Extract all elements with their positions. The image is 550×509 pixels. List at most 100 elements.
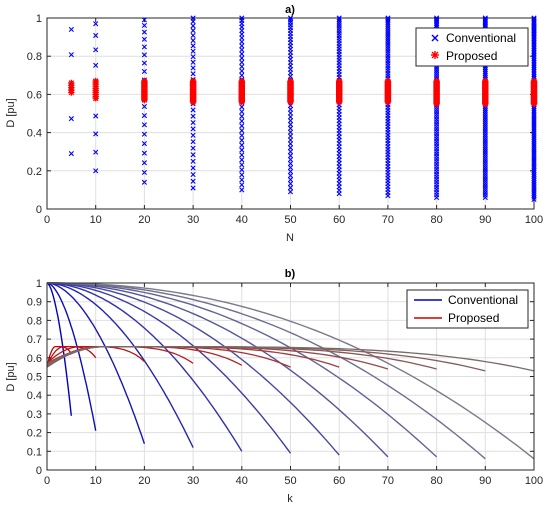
chart-a-point-conventional [287, 181, 294, 187]
chart-b-x-tick-label: 60 [333, 475, 345, 487]
chart-a-point-conventional [531, 173, 537, 180]
chart-b-y-label: D [pu] [5, 362, 17, 391]
chart-a-x-tick-label: 20 [138, 214, 150, 226]
chart-a-x-tick-label: 40 [236, 214, 248, 226]
chart-b-y-ticks: 0 0.1 0.2 0.3 0.4 0.5 0.6 0.7 0.8 0.9 1 [27, 278, 534, 477]
chart-a-point-conventional [531, 184, 537, 190]
chart-a-point-conventional [336, 191, 342, 197]
chart-b-x-tick-label: 20 [138, 475, 150, 487]
chart-a-point-conventional [93, 113, 99, 119]
chart-b-line-proposed [46, 345, 535, 372]
chart-a: 0 10 20 30 40 50 60 70 80 90 100 0 0.2 0.4 0.6 0.8 1 a)… [5, 4, 543, 244]
chart-b-y-tick-label: 1 [36, 278, 42, 290]
chart-a-point-proposed [384, 77, 392, 85]
chart-a-point-conventional [531, 111, 537, 117]
chart-a-point-proposed [141, 77, 148, 85]
chart-a-point-conventional [239, 104, 245, 110]
chart-a-point-conventional [141, 150, 147, 156]
chart-a-x-tick-label: 10 [90, 214, 102, 226]
chart-a-point-conventional [93, 62, 99, 68]
chart-a-point-conventional [190, 54, 196, 60]
chart-a-point-conventional [531, 147, 537, 153]
chart-a-point-conventional [531, 182, 537, 188]
chart-a-proposed-column [238, 77, 245, 106]
chart-a-point-conventional [531, 188, 537, 194]
chart-a-point-conventional [531, 115, 537, 121]
chart-a-point-proposed [68, 79, 75, 87]
chart-a-point-conventional [287, 129, 294, 135]
chart-a-point-proposed [238, 77, 245, 85]
chart-a-point-proposed [482, 77, 489, 85]
chart-a-point-conventional [531, 171, 537, 177]
chart-a-point-conventional [287, 168, 294, 175]
chart-b-legend: Conventional Proposed [406, 289, 529, 329]
chart-a-proposed-column [384, 77, 392, 106]
chart-b-line-conventional [47, 282, 486, 460]
chart-a-point-conventional [190, 185, 196, 191]
chart-b-line-proposed [46, 345, 97, 366]
chart-b-x-label: k [287, 493, 293, 505]
chart-b-x-ticks: 0 10 20 30 40 50 60 70 80 90 100 [44, 283, 543, 487]
chart-a-y-tick-label: 0 [36, 204, 42, 216]
chart-a-proposed-column [433, 77, 440, 108]
chart-a-point-conventional [287, 157, 294, 163]
chart-b-line-conventional [46, 282, 194, 448]
chart-a-point-conventional [239, 39, 245, 45]
chart-b-y-tick-label: 0.7 [27, 334, 42, 346]
chart-a-point-conventional [239, 113, 245, 119]
chart-a-point-conventional [239, 162, 245, 168]
chart-a-x-tick-label: 0 [44, 214, 50, 226]
chart-a-point-conventional [531, 165, 537, 171]
chart-a-point-conventional [190, 37, 196, 44]
chart-a-point-conventional [141, 103, 147, 110]
chart-a-point-conventional [531, 167, 537, 173]
chart-a-y-tick-label: 0.4 [27, 128, 42, 140]
chart-a-point-conventional [482, 66, 488, 72]
chart-a-conventional-column [482, 15, 488, 201]
chart-a-point-conventional [531, 161, 537, 167]
chart-a-point-conventional [239, 118, 245, 124]
chart-a-x-tick-label: 90 [479, 214, 491, 226]
chart-a-point-conventional [141, 122, 147, 128]
chart-a-point-conventional [336, 17, 342, 23]
chart-a-point-conventional [287, 118, 294, 124]
chart-a-point-conventional [482, 70, 488, 76]
chart-a-point-conventional [531, 107, 537, 113]
chart-a-point-conventional [239, 137, 245, 143]
chart-b-x-tick-label: 30 [187, 475, 199, 487]
chart-a-conventional-column [68, 26, 74, 157]
chart-b-line-conventional [47, 282, 340, 456]
chart-b-y-tick-label: 0.8 [27, 315, 42, 327]
chart-a-point-conventional [531, 137, 537, 143]
chart-a-point-conventional [287, 189, 294, 195]
chart-a-point-conventional [482, 72, 488, 78]
chart-a-point-conventional [482, 107, 488, 114]
chart-a-point-conventional [531, 149, 537, 155]
chart-b-grid [47, 283, 534, 470]
chart-b-line-conventional [47, 282, 389, 458]
chart-a-point-conventional [434, 194, 440, 201]
chart-a-point-conventional [239, 68, 245, 74]
chart-a-point-conventional [531, 129, 537, 135]
chart-a-point-conventional [531, 123, 537, 129]
chart-a-point-conventional [141, 131, 147, 137]
chart-a-point-conventional [190, 43, 196, 49]
chart-a-point-conventional [190, 132, 196, 138]
chart-a-point-conventional [141, 60, 147, 66]
chart-b: 0 10 20 30 40 50 60 70 80 90 100 00.10.20.30.40.50… [5, 268, 543, 505]
chart-a-point-conventional [287, 121, 294, 128]
chart-a-point-conventional [287, 137, 294, 143]
chart-a-point-conventional [190, 18, 196, 25]
chart-a-x-tick-label: 60 [333, 214, 345, 226]
chart-a-point-conventional [531, 186, 537, 192]
chart-a-point-conventional [531, 121, 537, 127]
chart-a-point-conventional [239, 177, 245, 183]
chart-a-point-conventional [141, 36, 147, 42]
chart-a-point-conventional [68, 151, 74, 157]
chart-a-point-conventional [531, 105, 537, 111]
chart-a-point-conventional [531, 125, 537, 131]
chart-a-point-conventional [239, 172, 245, 178]
chart-a-point-conventional [482, 105, 488, 111]
chart-a-point-conventional [239, 109, 245, 115]
chart-b-y-tick-label: 0.3 [27, 409, 42, 421]
